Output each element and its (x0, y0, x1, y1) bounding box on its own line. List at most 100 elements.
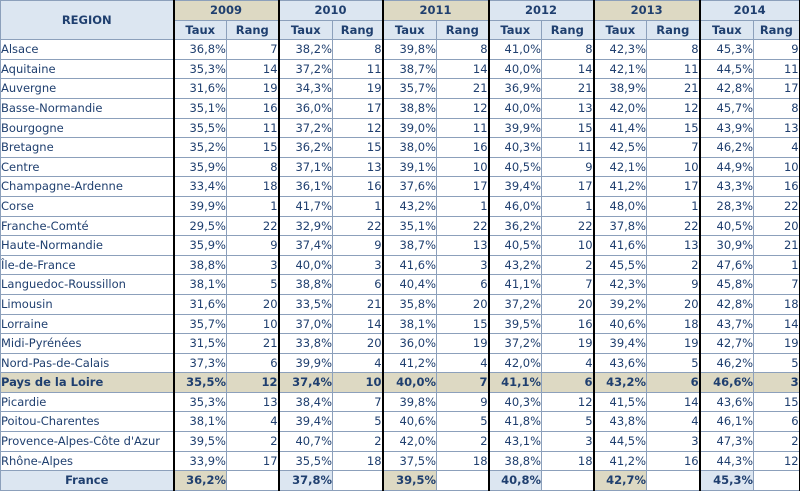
region-name-cell[interactable]: Picardie (0, 391, 174, 413)
taux-cell[interactable]: 44,5% (592, 431, 648, 452)
region-name-cell[interactable]: Île-de-France (0, 254, 174, 276)
table-row[interactable]: Poitou-Charentes 38,1% 4 39,4% 5 40,6% 5 41,8% 5… (0, 411, 800, 433)
rang-cell[interactable]: 5 (753, 352, 800, 374)
taux-cell[interactable]: 35,5% (172, 117, 227, 139)
table-row[interactable]: Rhône-Alpes 33,9% 17 35,5% 18 37,5% 18 38,8% 18 4… (0, 450, 800, 472)
rang-cell[interactable]: 1 (436, 195, 490, 217)
rang-cell[interactable]: 16 (753, 176, 800, 197)
taux-cell[interactable]: 38,7% (381, 235, 438, 256)
region-name-cell[interactable]: Provence-Alpes-Côte d'Azur (0, 431, 174, 452)
taux-cell[interactable]: 41,7% (277, 195, 334, 217)
taux-cell[interactable]: 37,4% (277, 235, 334, 256)
rang-cell[interactable]: 13 (225, 391, 280, 413)
rang-cell[interactable]: 3 (646, 431, 701, 452)
rang-cell[interactable]: 1 (646, 195, 701, 217)
rang-cell[interactable]: 11 (753, 58, 800, 80)
table-row[interactable]: Nord-Pas-de-Calais 37,3% 6 39,9% 4 41,2% 4 42,0… (0, 352, 800, 374)
rang-cell[interactable]: 21 (646, 78, 701, 99)
taux-cell[interactable]: 37,0% (277, 313, 334, 335)
region-name-cell[interactable]: Poitou-Charentes (0, 411, 174, 433)
total-taux-cell[interactable]: 42,7% (592, 470, 648, 491)
total-taux-cell[interactable]: 45,3% (698, 470, 755, 491)
taux-cell[interactable]: 42,3% (592, 274, 648, 295)
rang-cell[interactable]: 15 (332, 137, 384, 158)
taux-cell[interactable]: 42,0% (487, 352, 543, 374)
taux-cell[interactable]: 38,9% (592, 78, 648, 99)
rang-cell[interactable]: 1 (332, 195, 384, 217)
taux-cell[interactable]: 41,6% (592, 235, 648, 256)
rang-cell[interactable]: 7 (753, 274, 800, 295)
taux-cell[interactable]: 38,8% (172, 254, 227, 276)
rang-cell[interactable]: 12 (436, 97, 490, 119)
rang-cell[interactable]: 20 (225, 293, 280, 315)
taux-cell[interactable]: 40,0% (277, 254, 334, 276)
rang-cell[interactable]: 22 (753, 195, 800, 217)
rang-cell[interactable]: 7 (332, 391, 384, 413)
rang-cell[interactable]: 6 (753, 411, 800, 433)
taux-cell[interactable]: 45,8% (698, 274, 755, 295)
rang-cell[interactable]: 22 (225, 215, 280, 237)
rang-cell[interactable]: 13 (436, 235, 490, 256)
rang-cell[interactable]: 13 (753, 117, 800, 139)
rang-cell[interactable]: 6 (646, 372, 701, 393)
rang-cell[interactable]: 2 (225, 431, 280, 452)
taux-cell[interactable]: 37,8% (592, 215, 648, 237)
rang-cell[interactable]: 10 (436, 156, 490, 178)
taux-cell[interactable]: 35,1% (381, 215, 438, 237)
table-row[interactable]: Midi-Pyrénées 31,5% 21 33,8% 20 36,0% 19 37,2% 1… (0, 333, 800, 354)
rang-cell[interactable]: 22 (332, 215, 384, 237)
taux-cell[interactable]: 38,8% (487, 450, 543, 472)
rang-cell[interactable]: 7 (541, 274, 595, 295)
table-row[interactable]: Haute-Normandie 35,9% 9 37,4% 9 38,7% 13 40,5% 1… (0, 235, 800, 256)
taux-cell[interactable]: 35,3% (172, 58, 227, 80)
taux-cell[interactable]: 42,1% (592, 58, 648, 80)
rang-cell[interactable]: 11 (541, 137, 595, 158)
rang-cell[interactable]: 8 (646, 39, 701, 60)
rang-cell[interactable]: 1 (225, 195, 280, 217)
taux-cell[interactable]: 40,5% (487, 235, 543, 256)
rang-cell[interactable]: 8 (436, 39, 490, 60)
taux-cell[interactable]: 33,4% (172, 176, 227, 197)
rang-cell[interactable]: 16 (541, 313, 595, 335)
total-taux-cell[interactable]: 36,2% (172, 470, 227, 491)
region-name-cell[interactable]: Corse (0, 195, 174, 217)
table-row[interactable]: Île-de-France 38,8% 3 40,0% 3 41,6% 3 43,2% 2 45,… (0, 254, 800, 276)
rang-cell[interactable]: 20 (436, 293, 490, 315)
region-name-cell[interactable]: Haute-Normandie (0, 235, 174, 256)
region-name-cell[interactable]: Pays de la Loire (0, 372, 174, 393)
rang-cell[interactable]: 22 (541, 215, 595, 237)
total-rang-cell[interactable] (436, 470, 490, 491)
rang-cell[interactable]: 17 (225, 450, 280, 472)
table-row[interactable]: Lorraine 35,7% 10 37,0% 14 38,1% 15 39,5% 16 40,6… (0, 313, 800, 335)
taux-cell[interactable]: 36,0% (381, 333, 438, 354)
taux-cell[interactable]: 41,0% (487, 39, 543, 60)
rang-cell[interactable]: 14 (646, 391, 701, 413)
total-rang-cell[interactable] (332, 470, 384, 491)
rang-cell[interactable]: 8 (332, 39, 384, 60)
taux-cell[interactable]: 38,1% (172, 274, 227, 295)
rang-cell[interactable]: 20 (541, 293, 595, 315)
region-name-cell[interactable]: Limousin (0, 293, 174, 315)
rang-cell[interactable]: 3 (225, 254, 280, 276)
rang-cell[interactable]: 18 (646, 313, 701, 335)
taux-cell[interactable]: 45,7% (698, 97, 755, 119)
rang-cell[interactable]: 3 (332, 254, 384, 276)
taux-cell[interactable]: 39,8% (381, 39, 438, 60)
taux-cell[interactable]: 36,0% (277, 97, 334, 119)
rang-cell[interactable]: 20 (646, 293, 701, 315)
rang-cell[interactable]: 15 (225, 137, 280, 158)
rang-cell[interactable]: 19 (225, 78, 280, 99)
taux-cell[interactable]: 37,6% (381, 176, 438, 197)
rang-cell[interactable]: 7 (646, 137, 701, 158)
rang-cell[interactable]: 9 (436, 391, 490, 413)
taux-cell[interactable]: 43,6% (698, 391, 755, 413)
table-row[interactable]: Provence-Alpes-Côte d'Azur 39,5% 2 40,7% 2 42… (0, 431, 800, 452)
taux-cell[interactable]: 33,5% (277, 293, 334, 315)
rang-cell[interactable]: 11 (225, 117, 280, 139)
rang-cell[interactable]: 3 (436, 254, 490, 276)
table-row[interactable]: Aquitaine 35,3% 14 37,2% 11 38,7% 14 40,0% 14 42,… (0, 58, 800, 80)
year-header-2011[interactable]: 2011 (381, 0, 490, 21)
year-header-2014[interactable]: 2014 (698, 0, 800, 21)
total-taux-cell[interactable]: 40,8% (487, 470, 543, 491)
taux-header[interactable]: Taux (381, 19, 438, 41)
